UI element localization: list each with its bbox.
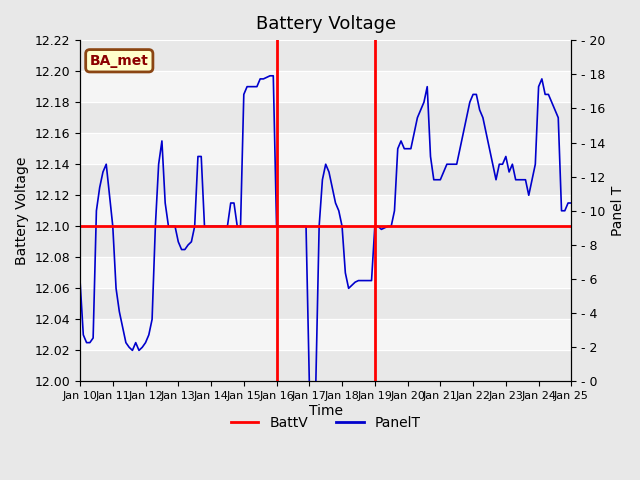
Bar xyxy=(80,133,572,164)
Text: BA_met: BA_met xyxy=(90,54,148,68)
Bar xyxy=(80,319,572,350)
Bar xyxy=(80,257,572,288)
Legend: BattV, PanelT: BattV, PanelT xyxy=(225,411,426,436)
Y-axis label: Panel T: Panel T xyxy=(611,186,625,236)
Bar xyxy=(80,195,572,226)
Title: Battery Voltage: Battery Voltage xyxy=(255,15,396,33)
Bar xyxy=(80,71,572,102)
X-axis label: Time: Time xyxy=(308,404,342,418)
Y-axis label: Battery Voltage: Battery Voltage xyxy=(15,156,29,265)
